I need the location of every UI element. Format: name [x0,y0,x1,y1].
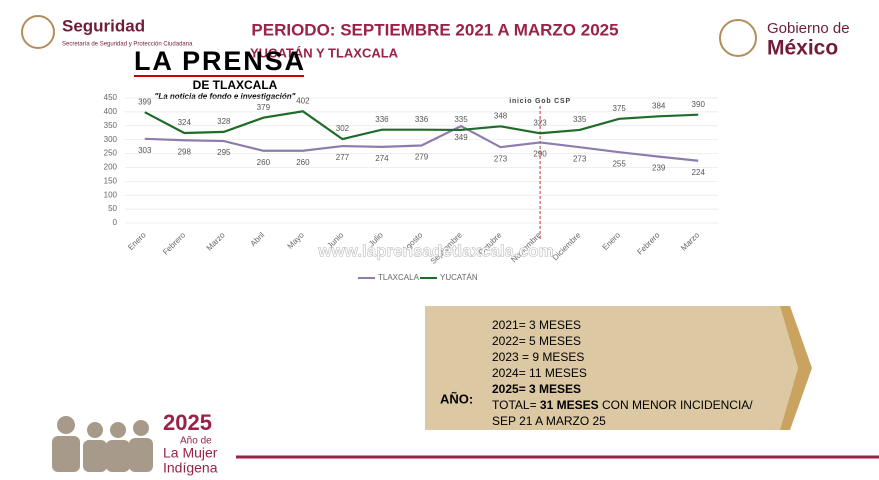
data-label: 273 [494,154,508,163]
data-label: 336 [415,115,429,124]
data-label: 279 [415,153,429,162]
data-label: 290 [533,150,547,159]
seal [719,19,757,57]
annotation: inicio Gob CSP [509,98,571,105]
box-label: AÑO: [440,391,473,406]
data-label: 273 [573,154,587,163]
subtitle: YUCATÁN Y TLAXCALA [250,45,399,60]
box-line: 2024= 11 MESES [492,366,587,380]
box-line: 2025= 3 MESES [492,382,581,396]
footer-line3: Indígena [163,460,218,476]
y-tick-label: 0 [113,218,118,227]
logo-name: Seguridad [62,16,145,35]
info-box [425,306,798,430]
seal [21,15,55,49]
press-motto: "La noticia de fondo e investigación" [155,92,296,101]
y-tick-label: 300 [104,135,118,144]
data-label: 375 [612,104,626,113]
data-label: 336 [375,115,389,124]
data-label: 260 [296,158,310,167]
legend-label: YUCATÁN [440,273,478,282]
y-tick-label: 50 [108,204,117,213]
press-url: www.laprensadetlaxcala.com [317,241,554,260]
data-label: 260 [257,158,271,167]
data-label: 295 [217,148,231,157]
box-total: TOTAL= 31 MESES CON MENOR INCIDENCIA/ [492,398,753,412]
data-label: 399 [138,97,152,106]
data-label: 277 [336,153,350,162]
data-label: 324 [178,118,192,127]
gov-line1: Gobierno de [767,20,850,37]
y-tick-label: 450 [104,93,118,102]
box-line: 2023 = 9 MESES [492,350,584,364]
data-label: 379 [257,103,271,112]
logo-detail: Secretaría de Seguridad y Protección Ciu… [62,42,193,48]
box-arrow [780,306,812,430]
data-label: 328 [217,117,231,126]
series-line [144,110,699,141]
y-tick-label: 250 [104,149,118,158]
data-label: 402 [296,96,310,105]
y-tick-label: 150 [104,176,118,185]
y-tick-label: 200 [104,163,118,172]
data-label: 303 [138,146,152,155]
box-lines: 2021= 3 MESES 2022= 5 MESES 2023 = 9 MESES… [492,318,587,396]
data-label: 335 [454,115,468,124]
press-name: LA PRENSA [134,46,304,76]
data-label: 390 [692,100,706,109]
title: PERIODO: SEPTIEMBRE 2021 A MARZO 2025 [251,20,618,39]
box-line: 2021= 3 MESES [492,318,581,332]
illustration [52,416,153,472]
y-tick-label: 350 [104,121,118,130]
y-tick-label: 400 [104,107,118,116]
box-line: 2022= 5 MESES [492,334,581,348]
box-total-2: SEP 21 A MARZO 25 [492,414,606,428]
data-label: 298 [178,147,192,156]
total-rest: CON MENOR INCIDENCIA/ [602,398,753,412]
footer-line1: Año de [180,436,212,447]
data-label: 274 [375,154,389,163]
legend-label: TLAXCALA [378,273,420,282]
press-sub: DE TLAXCALA [193,78,278,92]
data-label: 335 [573,115,587,124]
y-tick-label: 100 [104,190,118,199]
footer-year: 2025 [163,410,212,435]
total-bold: 31 MESES [540,398,599,412]
data-label: 255 [612,159,626,168]
total-lead: TOTAL= [492,398,537,412]
data-label: 384 [652,101,666,110]
footer-line2: La Mujer [163,445,218,461]
data-label: 323 [533,118,547,127]
data-label: 349 [454,133,468,142]
data-label: 348 [494,111,508,120]
gov-line2: México [767,37,838,60]
data-label: 224 [692,168,706,177]
data-label: 239 [652,164,666,173]
data-label: 302 [336,124,350,133]
series-line [144,124,699,162]
